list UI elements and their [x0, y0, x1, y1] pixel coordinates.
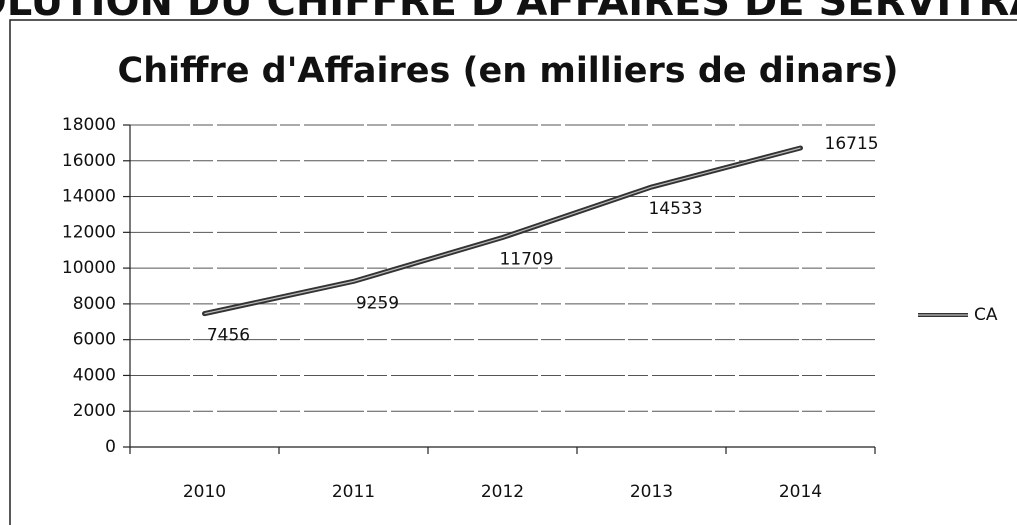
x-tick-label: 2014 — [779, 482, 822, 502]
data-label: 11709 — [499, 250, 553, 270]
x-tick-label: 2011 — [332, 482, 375, 502]
y-tick-label: 8000 — [73, 294, 116, 314]
chart-title: Chiffre d'Affaires (en milliers de dinar… — [118, 51, 899, 91]
x-tick-label: 2013 — [630, 482, 673, 502]
data-label: 14533 — [648, 199, 702, 219]
x-tick-label: 2012 — [481, 482, 524, 502]
data-label: 7456 — [207, 326, 250, 346]
data-label: 16715 — [825, 134, 879, 154]
legend-label: CA — [974, 305, 998, 325]
series-line — [202, 145, 803, 317]
series-line-inner — [204, 147, 801, 315]
y-tick-label: 16000 — [62, 151, 116, 171]
y-tick-label: 4000 — [73, 365, 116, 385]
y-tick-label: 0 — [105, 437, 116, 457]
y-tick-label: 10000 — [62, 258, 116, 278]
y-tick-label: 2000 — [73, 401, 116, 421]
page-heading: EVOLUTION DU CHIFFRE D'AFFAIRES DE SERVI… — [0, 0, 1017, 25]
y-tick-label: 18000 — [62, 115, 116, 135]
y-tick-label: 6000 — [73, 330, 116, 350]
x-tick-label: 2010 — [183, 482, 226, 502]
data-label: 9259 — [356, 293, 399, 313]
y-tick-label: 12000 — [62, 222, 116, 242]
chart-frame — [9, 19, 1017, 525]
y-tick-label: 14000 — [62, 187, 116, 207]
